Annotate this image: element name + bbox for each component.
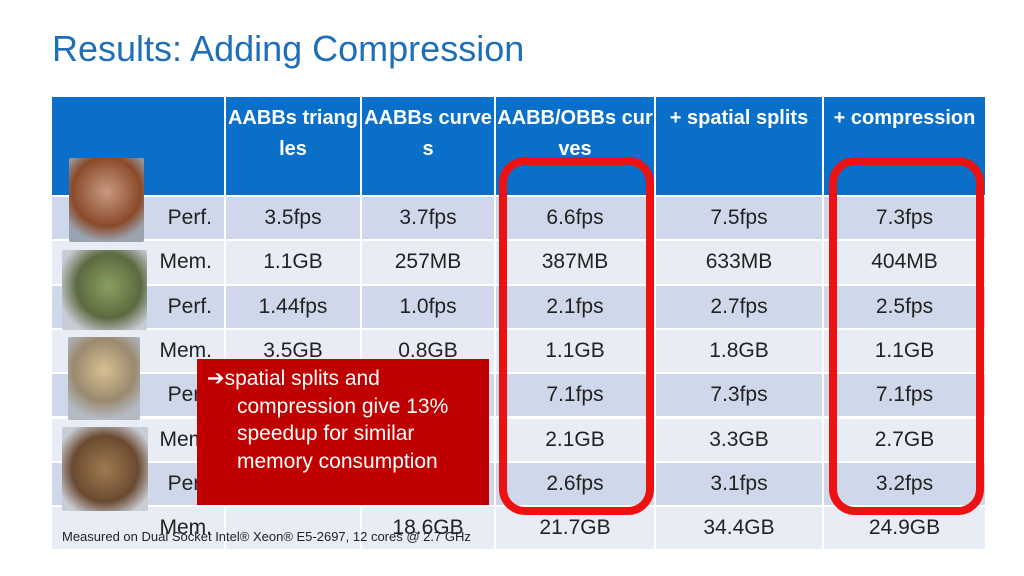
table-cell: 2.6fps: [496, 462, 654, 506]
slide-title: Results: Adding Compression: [52, 28, 525, 69]
table-cell: 1.1GB: [824, 329, 985, 373]
table-cell: 18.6GB: [362, 507, 494, 550]
table-cell: 7.1fps: [824, 374, 985, 417]
highlight-ring: [829, 157, 984, 515]
table-cell: 404MB: [824, 241, 985, 284]
callout-box: ➔spatial splits and compression give 13%…: [197, 359, 489, 505]
table-cell: 7.3fps: [824, 197, 985, 240]
table-cell: 1.0fps: [362, 285, 494, 328]
table-cell: 2.1fps: [496, 285, 654, 328]
table-cell: 3.7fps: [362, 197, 494, 240]
table-cell: 2.7fps: [656, 285, 822, 328]
header-cell: AABBs curves: [362, 97, 494, 195]
table-cell: 633MB: [656, 241, 822, 284]
footnote: Measured on Dual Socket Intel® Xeon® E5-…: [62, 529, 471, 544]
header-cell: + spatial splits: [656, 97, 822, 195]
table-cell: 257MB: [362, 241, 494, 284]
table-cell: 1.1GB: [496, 329, 654, 373]
header-cell: AABBs triangles: [226, 97, 360, 195]
table-cell: 1.44fps: [226, 285, 360, 328]
table-cell: 3.5fps: [226, 197, 360, 240]
table-cell: 3.1fps: [656, 462, 822, 506]
row-label: Mem.: [52, 507, 224, 550]
table-cell: 6.6fps: [496, 197, 654, 240]
character-thumbnail: [69, 158, 144, 242]
table-cell: 2.7GB: [824, 418, 985, 461]
header-cell: AABB/OBBs curves: [496, 97, 654, 195]
highlight-ring: [499, 157, 654, 515]
table-cell: 7.1fps: [496, 374, 654, 417]
character-thumbnail: [68, 337, 140, 420]
character-thumbnail: [62, 250, 147, 330]
table-cell: 2.5fps: [824, 285, 985, 328]
table-cell: 2.1GB: [496, 418, 654, 461]
table-cell: 7.3fps: [656, 374, 822, 417]
character-thumbnail: [62, 427, 148, 511]
table-cell: 34.4GB: [656, 507, 822, 550]
table-cell: 1.1GB: [226, 241, 360, 284]
table-cell: [226, 507, 360, 550]
table-cell: 3.3GB: [656, 418, 822, 461]
table-cell: 1.8GB: [656, 329, 822, 373]
table-cell: 7.5fps: [656, 197, 822, 240]
table-cell: 387MB: [496, 241, 654, 284]
